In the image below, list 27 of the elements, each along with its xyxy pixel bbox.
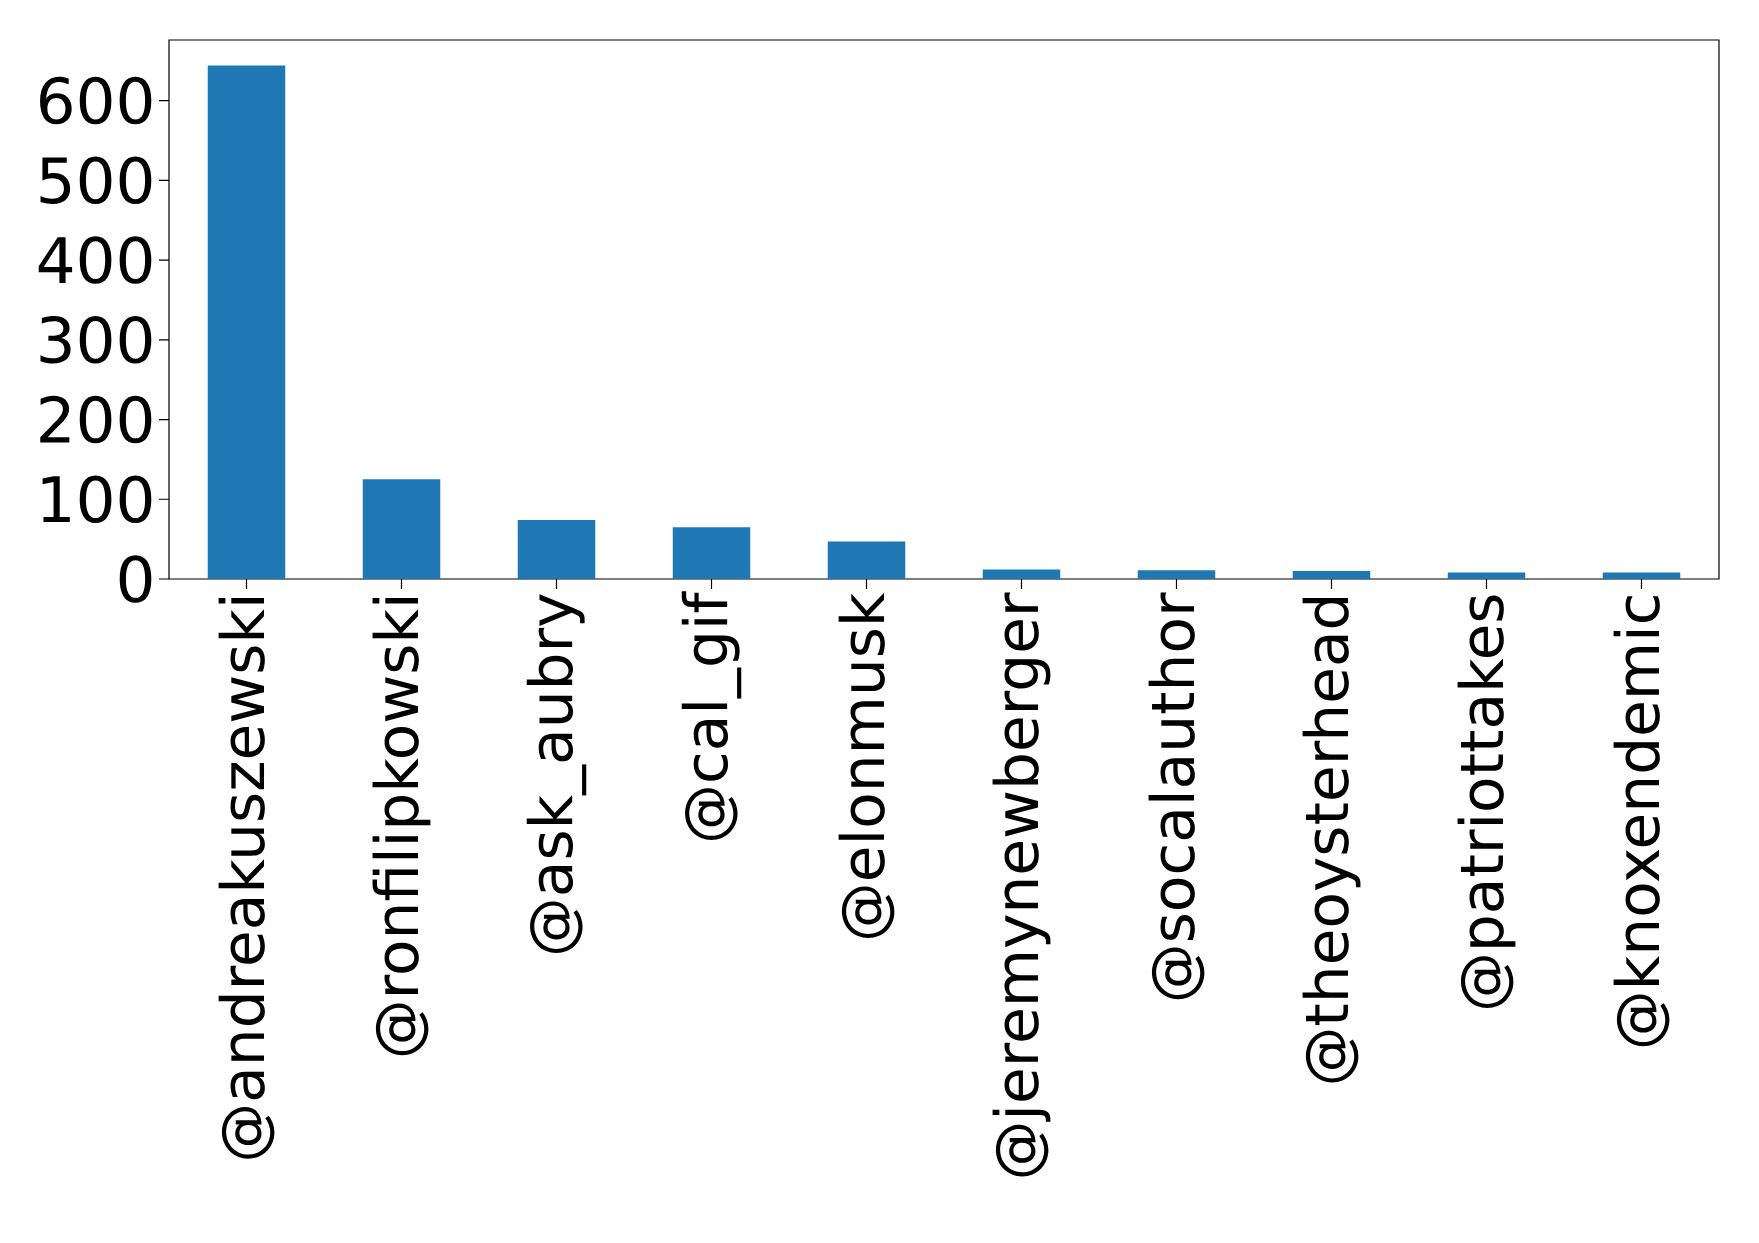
y-tick-label: 500 [40, 156, 152, 205]
x-tick-label: @jeremynewberger [992, 592, 1051, 1177]
x-tick-label: @cal_gif [681, 591, 742, 840]
x-tick-label: @elonmusk [838, 592, 895, 939]
bar [207, 65, 286, 579]
bar [982, 569, 1061, 579]
bar [362, 479, 441, 579]
x-tick-label: @socalauthor [1148, 592, 1205, 1000]
x-tick-label: @ronfilipkowski [372, 598, 431, 1056]
x-tick-label: @ask_aubry [526, 594, 587, 954]
y-tick-label: 0 [119, 555, 152, 603]
bar [1137, 570, 1216, 579]
bar [672, 527, 751, 579]
bar [827, 541, 906, 579]
bar [1292, 571, 1371, 579]
x-tick-label: @knoxendemic [1613, 596, 1670, 1047]
bar [517, 520, 596, 579]
x-tick-label: @patriottakes [1457, 595, 1516, 1009]
y-tick-label: 400 [38, 236, 152, 284]
y-tick-label: 200 [40, 395, 152, 444]
bar [1602, 572, 1681, 579]
x-tick-label: @andreakuszewski [218, 598, 275, 1159]
y-tick-label: 100 [42, 475, 152, 523]
y-tick-label: 300 [40, 316, 152, 364]
x-tick-label: @theoysterhead [1302, 597, 1361, 1083]
y-tick-label: 600 [40, 76, 152, 125]
bar [1447, 572, 1526, 579]
